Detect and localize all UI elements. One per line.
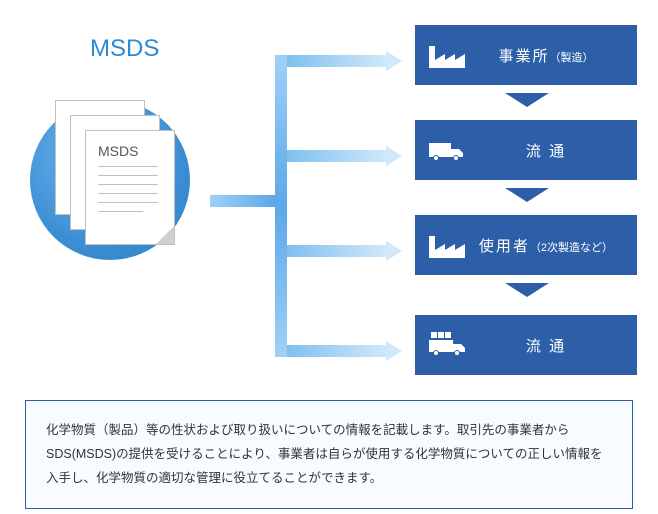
down-arrow-2: [505, 188, 549, 202]
doc-lines: [98, 166, 158, 220]
flowbox-distribution-1: 流 通: [415, 120, 637, 180]
down-arrow-1: [505, 93, 549, 107]
flowbox-manufacturer: 事業所（製造）: [415, 25, 637, 85]
branch-1: [287, 55, 387, 67]
connector-lines: [210, 45, 410, 385]
branch-4: [287, 345, 387, 357]
vertical-line: [275, 55, 287, 357]
down-arrow-3: [505, 283, 549, 297]
doc-front: MSDS: [85, 130, 175, 245]
msds-title: MSDS: [90, 35, 159, 63]
flowbox-label: 使用者（2次製造など）: [467, 235, 625, 256]
flowbox-label: 流 通: [467, 335, 625, 356]
description-box: 化学物質（製品）等の性状および取り扱いについての情報を記載します。取引先の事業者…: [25, 400, 633, 509]
trunk-line: [210, 195, 275, 207]
flowbox-user: 使用者（2次製造など）: [415, 215, 637, 275]
factory-icon: [427, 40, 467, 70]
flowbox-distribution-2: 流 通: [415, 315, 637, 375]
description-text: 化学物質（製品）等の性状および取り扱いについての情報を記載します。取引先の事業者…: [46, 419, 612, 490]
factory-icon: [427, 230, 467, 260]
doc-label: MSDS: [98, 143, 138, 159]
flowbox-label: 流 通: [467, 140, 625, 161]
diagram-container: MSDS MSDS 事業所（製造） 流 通 使用者（2次製造など）: [0, 0, 658, 514]
branch-3: [287, 245, 387, 257]
truck-icon: [427, 135, 467, 165]
flowbox-label: 事業所（製造）: [467, 45, 625, 66]
branch-2: [287, 150, 387, 162]
truck-load-icon: [427, 330, 467, 360]
page-fold-icon: [156, 226, 174, 244]
